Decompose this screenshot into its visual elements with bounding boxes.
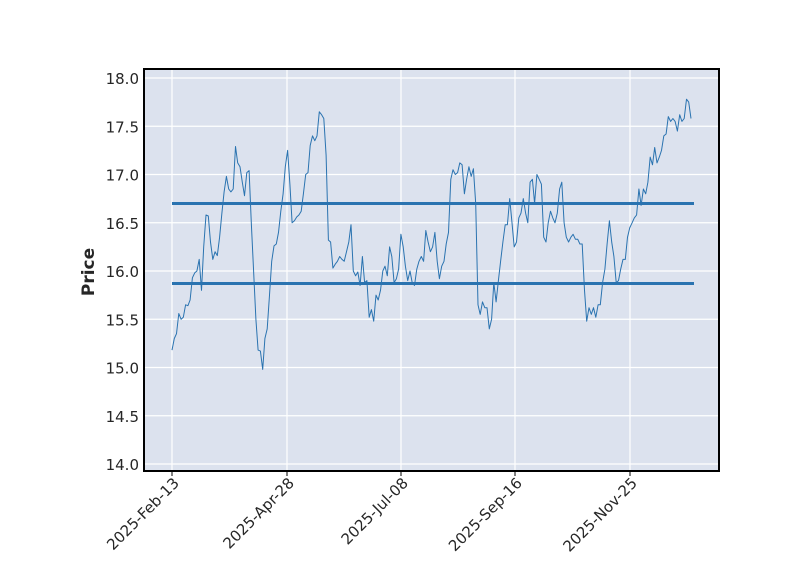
y-tick-label: 17.0 bbox=[106, 167, 139, 185]
y-tick-label: 14.5 bbox=[106, 408, 139, 426]
y-tick-label: 15.0 bbox=[106, 360, 139, 378]
plot-frame bbox=[143, 68, 720, 472]
y-tick-label: 15.5 bbox=[106, 311, 139, 329]
y-tick-label: 16.0 bbox=[106, 263, 139, 281]
x-tick-label: 2025-Nov-25 bbox=[560, 474, 641, 555]
x-axis-ticks: 2025-Feb-13 2025-Apr-28 2025-Jul-08 2025-Se… bbox=[103, 471, 641, 555]
y-axis-title: Price bbox=[79, 248, 99, 296]
y-tick-label: 17.5 bbox=[106, 118, 139, 136]
y-tick-label: 14.0 bbox=[106, 456, 139, 474]
horizontal-levels bbox=[172, 201, 694, 286]
x-tick-label: 2025-Sep-16 bbox=[445, 474, 526, 555]
y-tick-label: 18.0 bbox=[106, 70, 139, 88]
plot-background bbox=[144, 69, 719, 471]
x-tick-label: 2025-Jul-08 bbox=[338, 474, 412, 548]
x-tick-label: 2025-Apr-28 bbox=[220, 474, 298, 552]
x-tick-label: 2025-Feb-13 bbox=[103, 474, 183, 554]
y-tick-label: 16.5 bbox=[106, 215, 139, 233]
price-series-line bbox=[171, 98, 692, 370]
y-axis-ticks: 14.0 14.5 15.0 15.5 16.0 16.5 17.0 17.5 18.0 bbox=[106, 70, 139, 474]
grid-lines bbox=[144, 69, 719, 471]
